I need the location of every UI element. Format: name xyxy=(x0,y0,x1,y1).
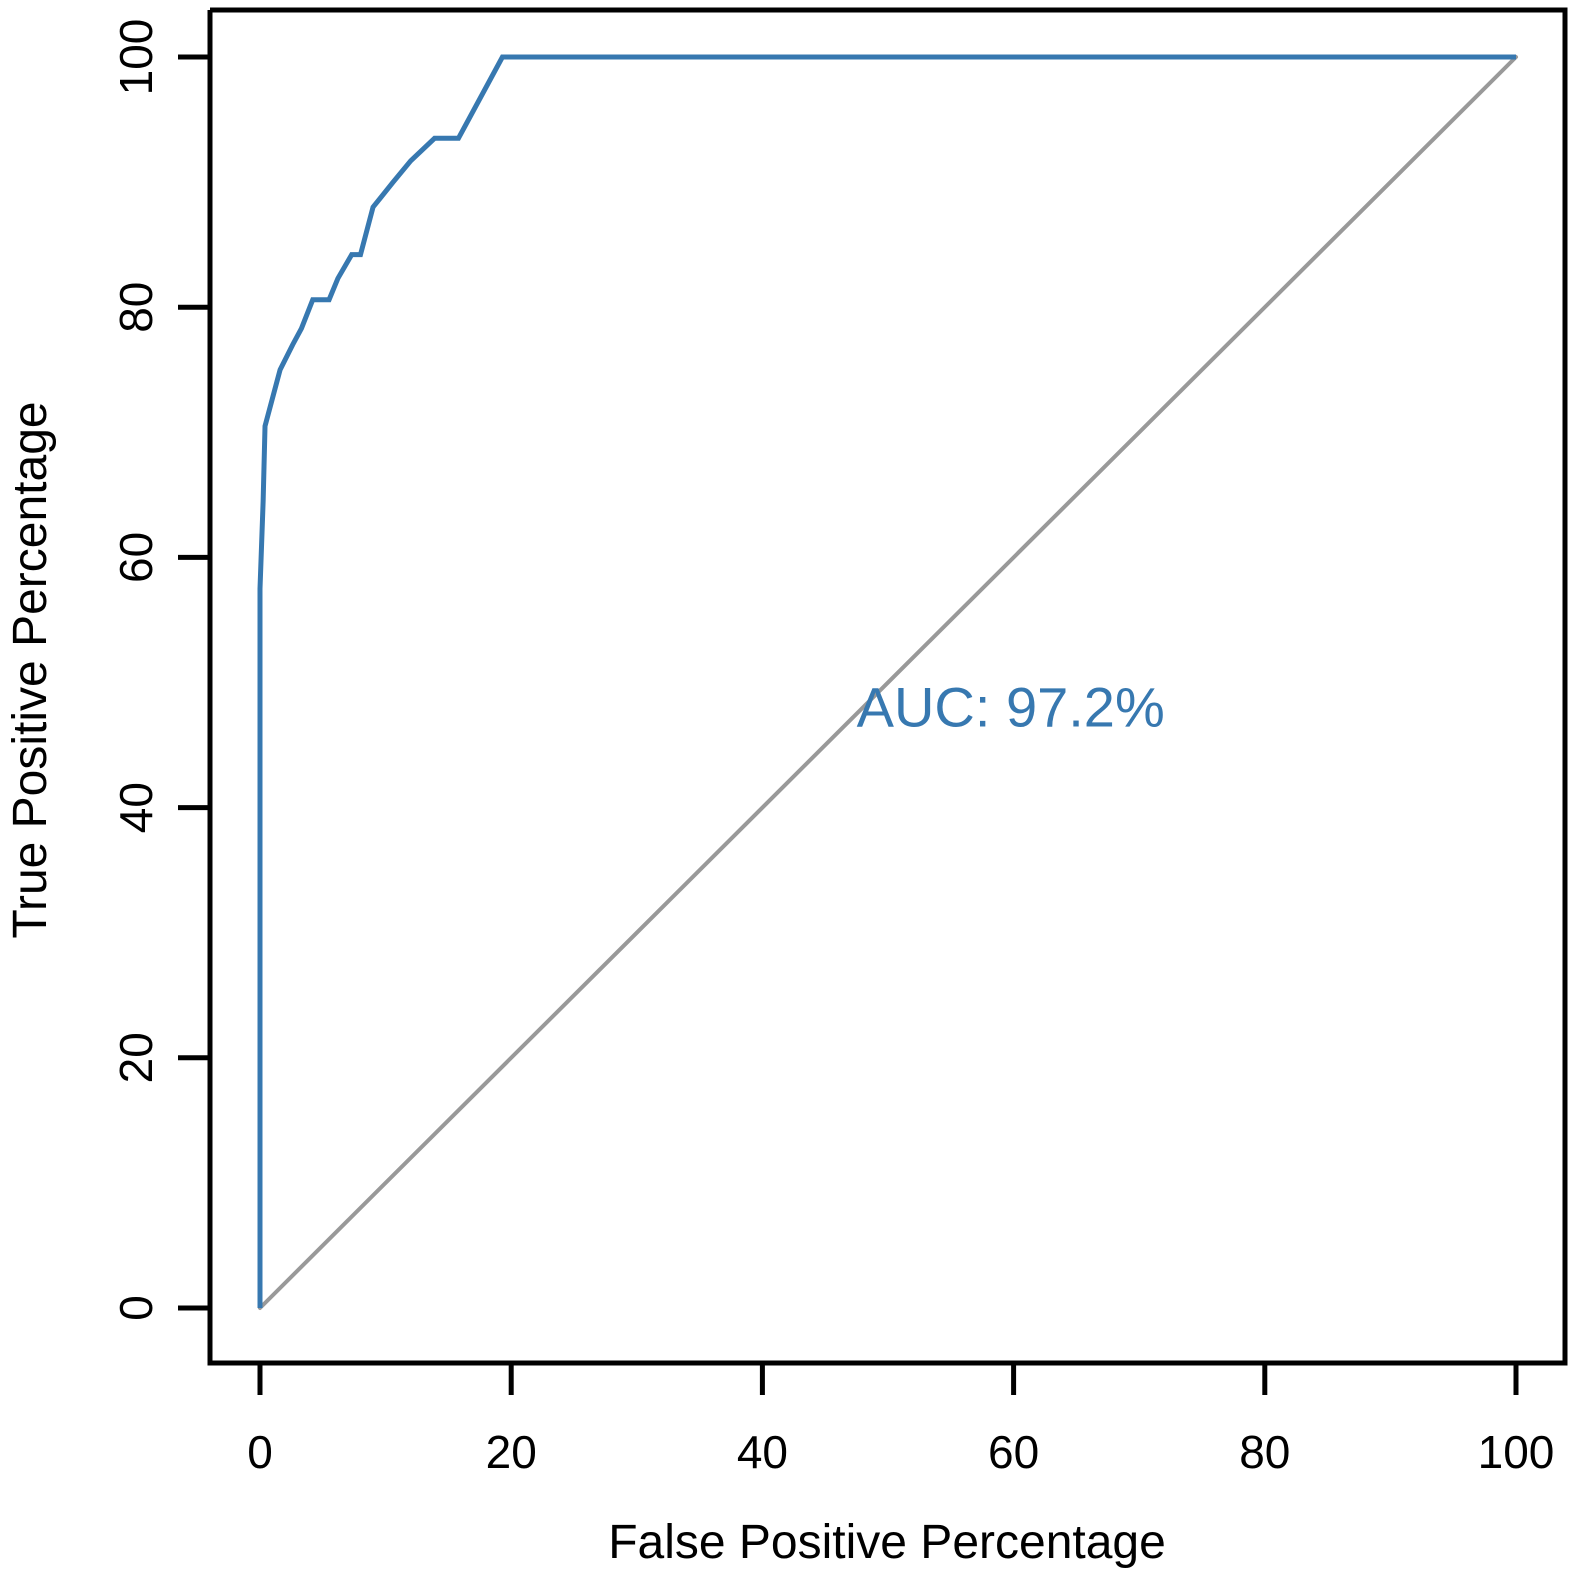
auc-annotation-label: AUC: 97.2% xyxy=(857,675,1165,738)
y-axis-title: True Positive Percentage xyxy=(4,401,57,938)
x-axis-ticks: 0 20 40 60 80 100 xyxy=(247,1365,1554,1478)
x-tick-label: 20 xyxy=(486,1426,537,1478)
y-tick-label: 40 xyxy=(110,782,162,833)
x-tick-label: 100 xyxy=(1478,1426,1555,1478)
y-axis-ticks: 0 20 40 60 80 100 xyxy=(110,19,208,1321)
x-tick-label: 80 xyxy=(1239,1426,1290,1478)
y-tick-label: 100 xyxy=(110,19,162,96)
x-axis-title: False Positive Percentage xyxy=(608,1516,1166,1569)
x-tick-label: 60 xyxy=(988,1426,1039,1478)
y-tick-label: 0 xyxy=(110,1295,162,1321)
plot-box-border xyxy=(207,7,1568,1366)
roc-curve-line xyxy=(257,54,1516,1308)
y-tick-label: 60 xyxy=(110,532,162,583)
x-tick-label: 40 xyxy=(737,1426,788,1478)
chance-diagonal-line xyxy=(258,55,1518,1310)
y-tick-label: 20 xyxy=(110,1032,162,1083)
x-tick-label: 0 xyxy=(247,1426,273,1478)
y-tick-label: 80 xyxy=(110,282,162,333)
